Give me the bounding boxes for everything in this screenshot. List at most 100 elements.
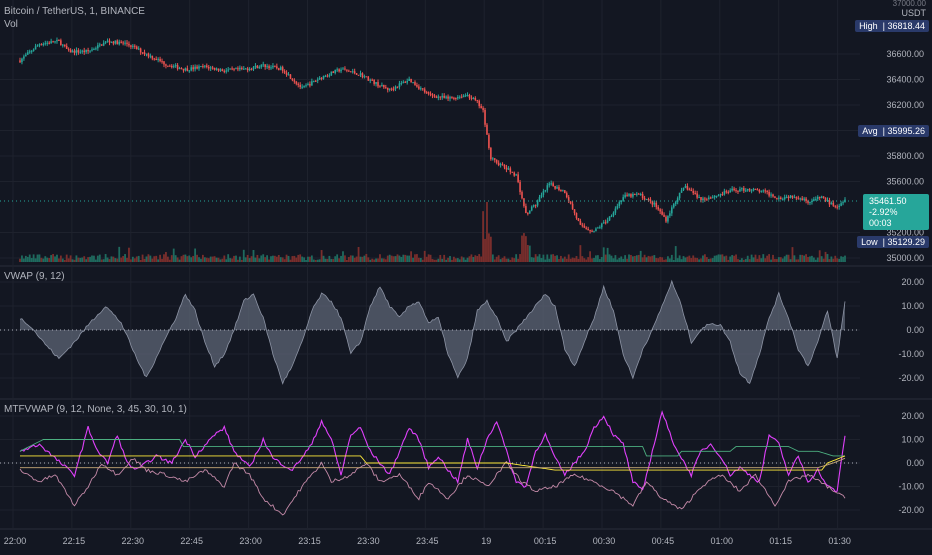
volume-bar — [838, 258, 841, 262]
candle — [338, 69, 340, 72]
candle — [52, 41, 54, 43]
vwap-area — [20, 281, 845, 384]
volume-bar — [787, 254, 790, 262]
volume-bar — [501, 257, 504, 262]
candle — [371, 79, 373, 81]
volume-bar — [503, 256, 506, 262]
candle — [431, 94, 434, 96]
volume-bar — [69, 255, 72, 262]
volume-bar — [604, 254, 607, 262]
volume-bar — [764, 258, 767, 262]
candle — [42, 43, 45, 45]
volume-bar — [151, 258, 154, 262]
candle — [25, 54, 27, 57]
volume-bar — [797, 259, 800, 262]
candle — [688, 189, 691, 191]
volume-bar — [649, 256, 652, 262]
volume-bar — [157, 259, 160, 262]
volume-bar — [266, 255, 269, 262]
candle — [766, 190, 768, 192]
candle — [418, 86, 420, 89]
volume-bar — [774, 258, 776, 262]
candle — [385, 87, 387, 89]
volume-bar — [739, 259, 741, 262]
volume-bar — [165, 252, 167, 262]
volume-bar — [159, 254, 161, 262]
volume-bar — [713, 255, 716, 262]
candle — [408, 78, 410, 82]
candle — [149, 55, 152, 57]
volume-bar — [161, 258, 163, 262]
volume-bar — [384, 259, 387, 262]
vwap-legend[interactable]: VWAP (9, 12) — [4, 271, 65, 282]
volume-bar — [719, 254, 722, 262]
volume-bar — [170, 255, 173, 262]
candle — [637, 193, 640, 195]
candle — [657, 207, 660, 210]
volume-bar — [79, 257, 82, 262]
volume-bar — [618, 257, 621, 262]
volume-bar — [227, 254, 230, 262]
volume-bar — [519, 254, 521, 262]
candle — [128, 43, 130, 46]
volume-bar — [727, 259, 730, 262]
candle — [237, 68, 239, 70]
volume-bar — [386, 255, 389, 262]
candle — [118, 41, 121, 45]
volume-bar — [355, 256, 358, 262]
volume-bar — [460, 256, 463, 262]
candle — [174, 65, 177, 67]
candle — [655, 202, 658, 208]
price-axis-label: 35000.00 — [886, 253, 924, 263]
volume-bar — [781, 258, 784, 262]
candle — [764, 190, 767, 192]
volume-bar — [367, 257, 370, 262]
candle — [610, 215, 613, 217]
volume-bar — [511, 257, 514, 262]
time-axis-label: 01:15 — [769, 536, 792, 546]
volume-bar — [382, 258, 385, 262]
volume-legend[interactable]: Vol — [4, 19, 18, 30]
volume-bar — [758, 255, 761, 262]
candle — [48, 42, 50, 44]
volume-bar — [135, 256, 138, 262]
volume-bar — [488, 233, 490, 262]
candle — [410, 78, 412, 83]
candle — [774, 196, 776, 198]
volume-bar — [124, 254, 126, 262]
volume-bar — [517, 258, 520, 262]
volume-bar — [803, 255, 806, 262]
candle — [612, 212, 615, 216]
candle — [789, 195, 792, 198]
volume-bar — [581, 256, 584, 262]
candle — [591, 230, 593, 232]
candle — [822, 196, 825, 198]
candle — [268, 66, 270, 68]
candle — [379, 86, 381, 88]
volume-bar — [507, 258, 510, 262]
candle — [472, 98, 475, 100]
candle — [643, 198, 646, 200]
candle — [719, 194, 722, 196]
candle — [314, 80, 317, 82]
symbol-legend[interactable]: Bitcoin / TetherUS, 1, BINANCE — [4, 6, 145, 17]
candle — [233, 68, 235, 70]
vwap-axis-label: 0.00 — [906, 325, 924, 335]
volume-bar — [359, 256, 362, 262]
candle — [696, 193, 698, 198]
candle — [608, 216, 611, 221]
candle — [81, 50, 84, 52]
candle — [558, 187, 560, 190]
candle — [571, 203, 574, 210]
candle — [762, 190, 765, 192]
volume-bar — [657, 258, 660, 262]
volume-bar — [748, 259, 751, 262]
volume-bar — [707, 258, 710, 262]
mtfvwap-legend[interactable]: MTFVWAP (9, 12, None, 3, 45, 30, 10, 1) — [4, 404, 187, 415]
candle — [423, 89, 426, 93]
volume-bar — [595, 255, 597, 262]
volume-bar — [723, 256, 726, 262]
volume-bar — [684, 257, 687, 262]
